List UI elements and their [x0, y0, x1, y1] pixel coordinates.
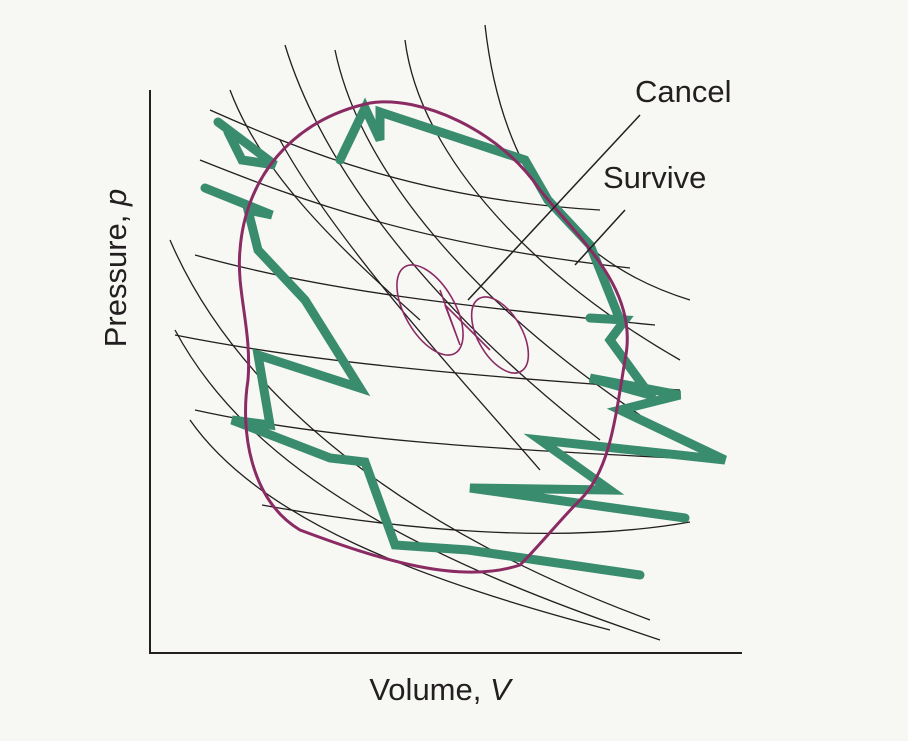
pointer — [467, 114, 641, 301]
adiabat — [284, 44, 601, 441]
purple-loop — [237, 100, 629, 574]
label-symbol: V — [490, 672, 514, 707]
label-text: Pressure, — [98, 206, 133, 347]
adiabat — [169, 239, 651, 621]
small-cycle — [439, 289, 491, 351]
label-text: Volume, — [369, 672, 490, 707]
adiabat — [189, 419, 611, 631]
label: Cancel — [635, 74, 732, 109]
pointer — [574, 209, 626, 266]
label-symbol: p — [98, 189, 133, 207]
green-path — [200, 97, 727, 580]
isolines — [169, 24, 721, 641]
cycle — [237, 100, 629, 574]
label: Survive — [603, 160, 706, 195]
small-cycle — [396, 264, 464, 356]
y-axis-label: Pressure, p — [98, 189, 133, 348]
isotherm — [261, 504, 691, 535]
zigzag — [213, 117, 278, 170]
x-axis-label: Volume, V — [369, 672, 514, 707]
isotherm — [199, 159, 631, 269]
isotherm — [194, 254, 656, 326]
adiabat — [229, 89, 421, 321]
isotherm — [174, 334, 681, 391]
zigzag — [469, 313, 727, 523]
zigzag — [200, 183, 645, 580]
zigzag — [335, 97, 625, 325]
adiabat — [174, 329, 661, 641]
adiabat — [279, 139, 541, 471]
isotherm — [209, 109, 601, 211]
adiabat — [334, 49, 641, 416]
small-cycle — [470, 296, 530, 374]
